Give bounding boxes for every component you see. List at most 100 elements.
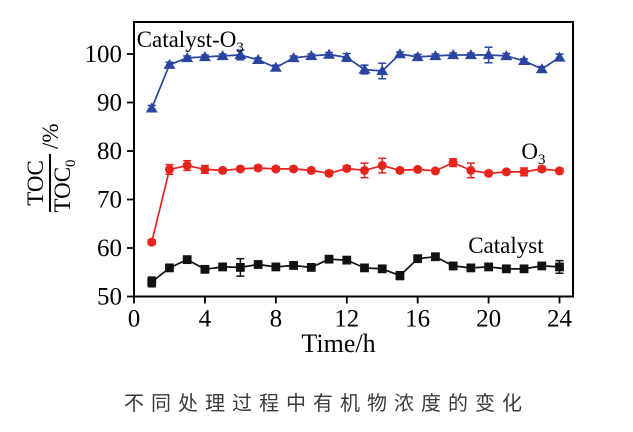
marker-triangle <box>411 51 424 62</box>
marker-triangle <box>340 51 353 62</box>
marker-triangle <box>393 48 406 59</box>
y-axis-title-suffix: /% <box>38 123 63 149</box>
marker-square <box>306 263 316 272</box>
marker-triangle <box>553 51 566 62</box>
x-axis: 0 4 8 12 16 20 24 <box>128 296 573 333</box>
x-tick-label: 0 <box>128 306 141 333</box>
marker-square <box>218 262 228 272</box>
x-axis-title: Time/h <box>301 329 375 358</box>
series-catalyst <box>147 252 564 288</box>
marker-triangle <box>234 49 247 60</box>
marker-triangle <box>535 63 548 74</box>
y-tick-label: 80 <box>97 138 122 165</box>
series-label: Catalyst <box>468 233 544 258</box>
marker-circle <box>448 158 458 168</box>
x-tick-label: 8 <box>270 306 283 333</box>
marker-circle <box>342 163 352 173</box>
marker-triangle <box>376 65 389 76</box>
marker-triangle <box>252 54 265 65</box>
marker-circle <box>466 165 476 175</box>
series-label: Catalyst-O3 <box>137 27 244 56</box>
marker-circle <box>555 166 565 176</box>
y-tick-label: 100 <box>85 41 123 68</box>
marker-circle <box>324 168 334 178</box>
marker-circle <box>537 164 547 174</box>
marker-square <box>377 264 387 274</box>
series-line <box>150 53 560 109</box>
marker-triangle <box>163 58 176 69</box>
y-tick-label: 60 <box>97 235 122 262</box>
marker-triangle <box>358 63 371 74</box>
marker-square <box>466 263 476 273</box>
marker-circle <box>271 164 281 174</box>
marker-square <box>413 254 423 264</box>
marker-square <box>519 264 529 274</box>
marker-square <box>147 277 157 287</box>
marker-triangle <box>198 51 211 62</box>
y-axis-title: TOC TOC0 /% <box>23 123 79 212</box>
marker-square <box>537 261 547 271</box>
marker-triangle <box>181 52 194 63</box>
marker-triangle <box>447 49 460 60</box>
marker-triangle <box>323 48 336 59</box>
marker-circle <box>147 237 157 247</box>
x-tick-label: 24 <box>547 306 573 333</box>
marker-square <box>484 262 494 272</box>
marker-square <box>431 252 440 262</box>
marker-square <box>253 260 263 269</box>
marker-circle <box>501 167 511 177</box>
marker-square <box>165 263 174 273</box>
marker-triangle <box>518 54 531 65</box>
x-tick-label: 16 <box>405 306 430 333</box>
series-line <box>151 255 560 283</box>
series-line <box>150 161 560 243</box>
marker-square <box>289 261 298 270</box>
marker-circle <box>377 161 387 171</box>
x-tick-label: 20 <box>476 306 501 333</box>
y-axis-title-numerator: TOC <box>23 160 48 206</box>
marker-square <box>448 261 458 271</box>
marker-circle <box>413 164 423 174</box>
marker-triangle <box>464 49 477 60</box>
marker-circle <box>395 165 405 175</box>
marker-square <box>501 264 511 274</box>
marker-circle <box>253 163 263 173</box>
marker-circle <box>164 164 174 174</box>
marker-square <box>182 255 192 265</box>
marker-square <box>555 262 564 272</box>
marker-circle <box>430 166 440 176</box>
marker-triangle <box>482 49 495 60</box>
marker-triangle <box>145 102 158 113</box>
marker-triangle <box>429 50 442 61</box>
marker-square <box>360 263 369 273</box>
marker-triangle <box>305 50 318 61</box>
y-tick-label: 70 <box>97 187 122 214</box>
marker-square <box>324 254 334 264</box>
marker-triangle <box>500 50 513 61</box>
marker-square <box>271 262 281 272</box>
figure-caption: 不同处理过程中有机物浓度的变化 <box>124 393 529 415</box>
y-tick-label: 90 <box>97 90 122 117</box>
marker-triangle <box>216 50 229 61</box>
series-o3 <box>147 157 565 247</box>
marker-circle <box>306 165 316 175</box>
marker-triangle <box>269 61 282 72</box>
marker-circle <box>359 165 369 175</box>
marker-circle <box>289 164 299 174</box>
series-label: O3 <box>521 139 545 168</box>
x-tick-label: 4 <box>199 306 212 333</box>
y-axis: 50 60 70 80 90 100 <box>85 41 134 311</box>
marker-triangle <box>287 52 300 63</box>
marker-circle <box>218 165 228 175</box>
marker-circle <box>484 168 494 178</box>
y-tick-label: 50 <box>97 284 122 311</box>
x-tick-label: 12 <box>334 306 359 333</box>
plot-box <box>133 21 574 298</box>
toc-line-chart: 0 4 8 12 16 20 24 50 60 70 80 90 100 Catalyst-O3 O3 Cat… <box>23 21 574 358</box>
marker-square <box>395 271 405 281</box>
marker-square <box>235 263 245 272</box>
series-catalyst-o3 <box>145 46 566 113</box>
y-axis-title-denominator: TOC0 <box>50 159 79 212</box>
marker-circle <box>200 164 210 174</box>
